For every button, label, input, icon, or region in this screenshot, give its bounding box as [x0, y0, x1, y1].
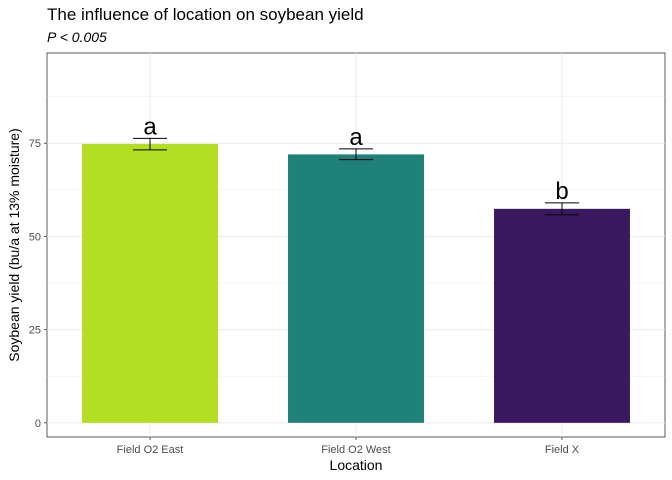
chart-title: The influence of location on soybean yie…	[47, 5, 364, 24]
error-bars	[133, 137, 579, 216]
x-axis-title: Location	[330, 457, 383, 473]
bar	[288, 154, 424, 423]
x-tick-label: Field X	[545, 444, 580, 456]
y-tick-label: 75	[29, 138, 41, 150]
significance-label: b	[555, 178, 568, 205]
chart-subtitle: P < 0.005	[47, 29, 107, 45]
y-tick-label: 25	[29, 325, 41, 337]
y-tick-label: 50	[29, 231, 41, 243]
significance-label: a	[143, 113, 157, 140]
bar	[494, 208, 630, 423]
x-tick-label: Field O2 West	[321, 444, 391, 456]
y-tick-label: 0	[35, 418, 41, 430]
significance-label: a	[349, 124, 363, 151]
y-axis-title: Soybean yield (bu/a at 13% moisture)	[6, 128, 22, 361]
x-tick-label: Field O2 East	[117, 444, 184, 456]
significance-labels: a a b	[143, 113, 568, 204]
bar	[82, 143, 218, 423]
bars	[82, 143, 630, 423]
axes: 0 25 50 75 Field O2 East Field O2 West Field X	[29, 138, 580, 456]
